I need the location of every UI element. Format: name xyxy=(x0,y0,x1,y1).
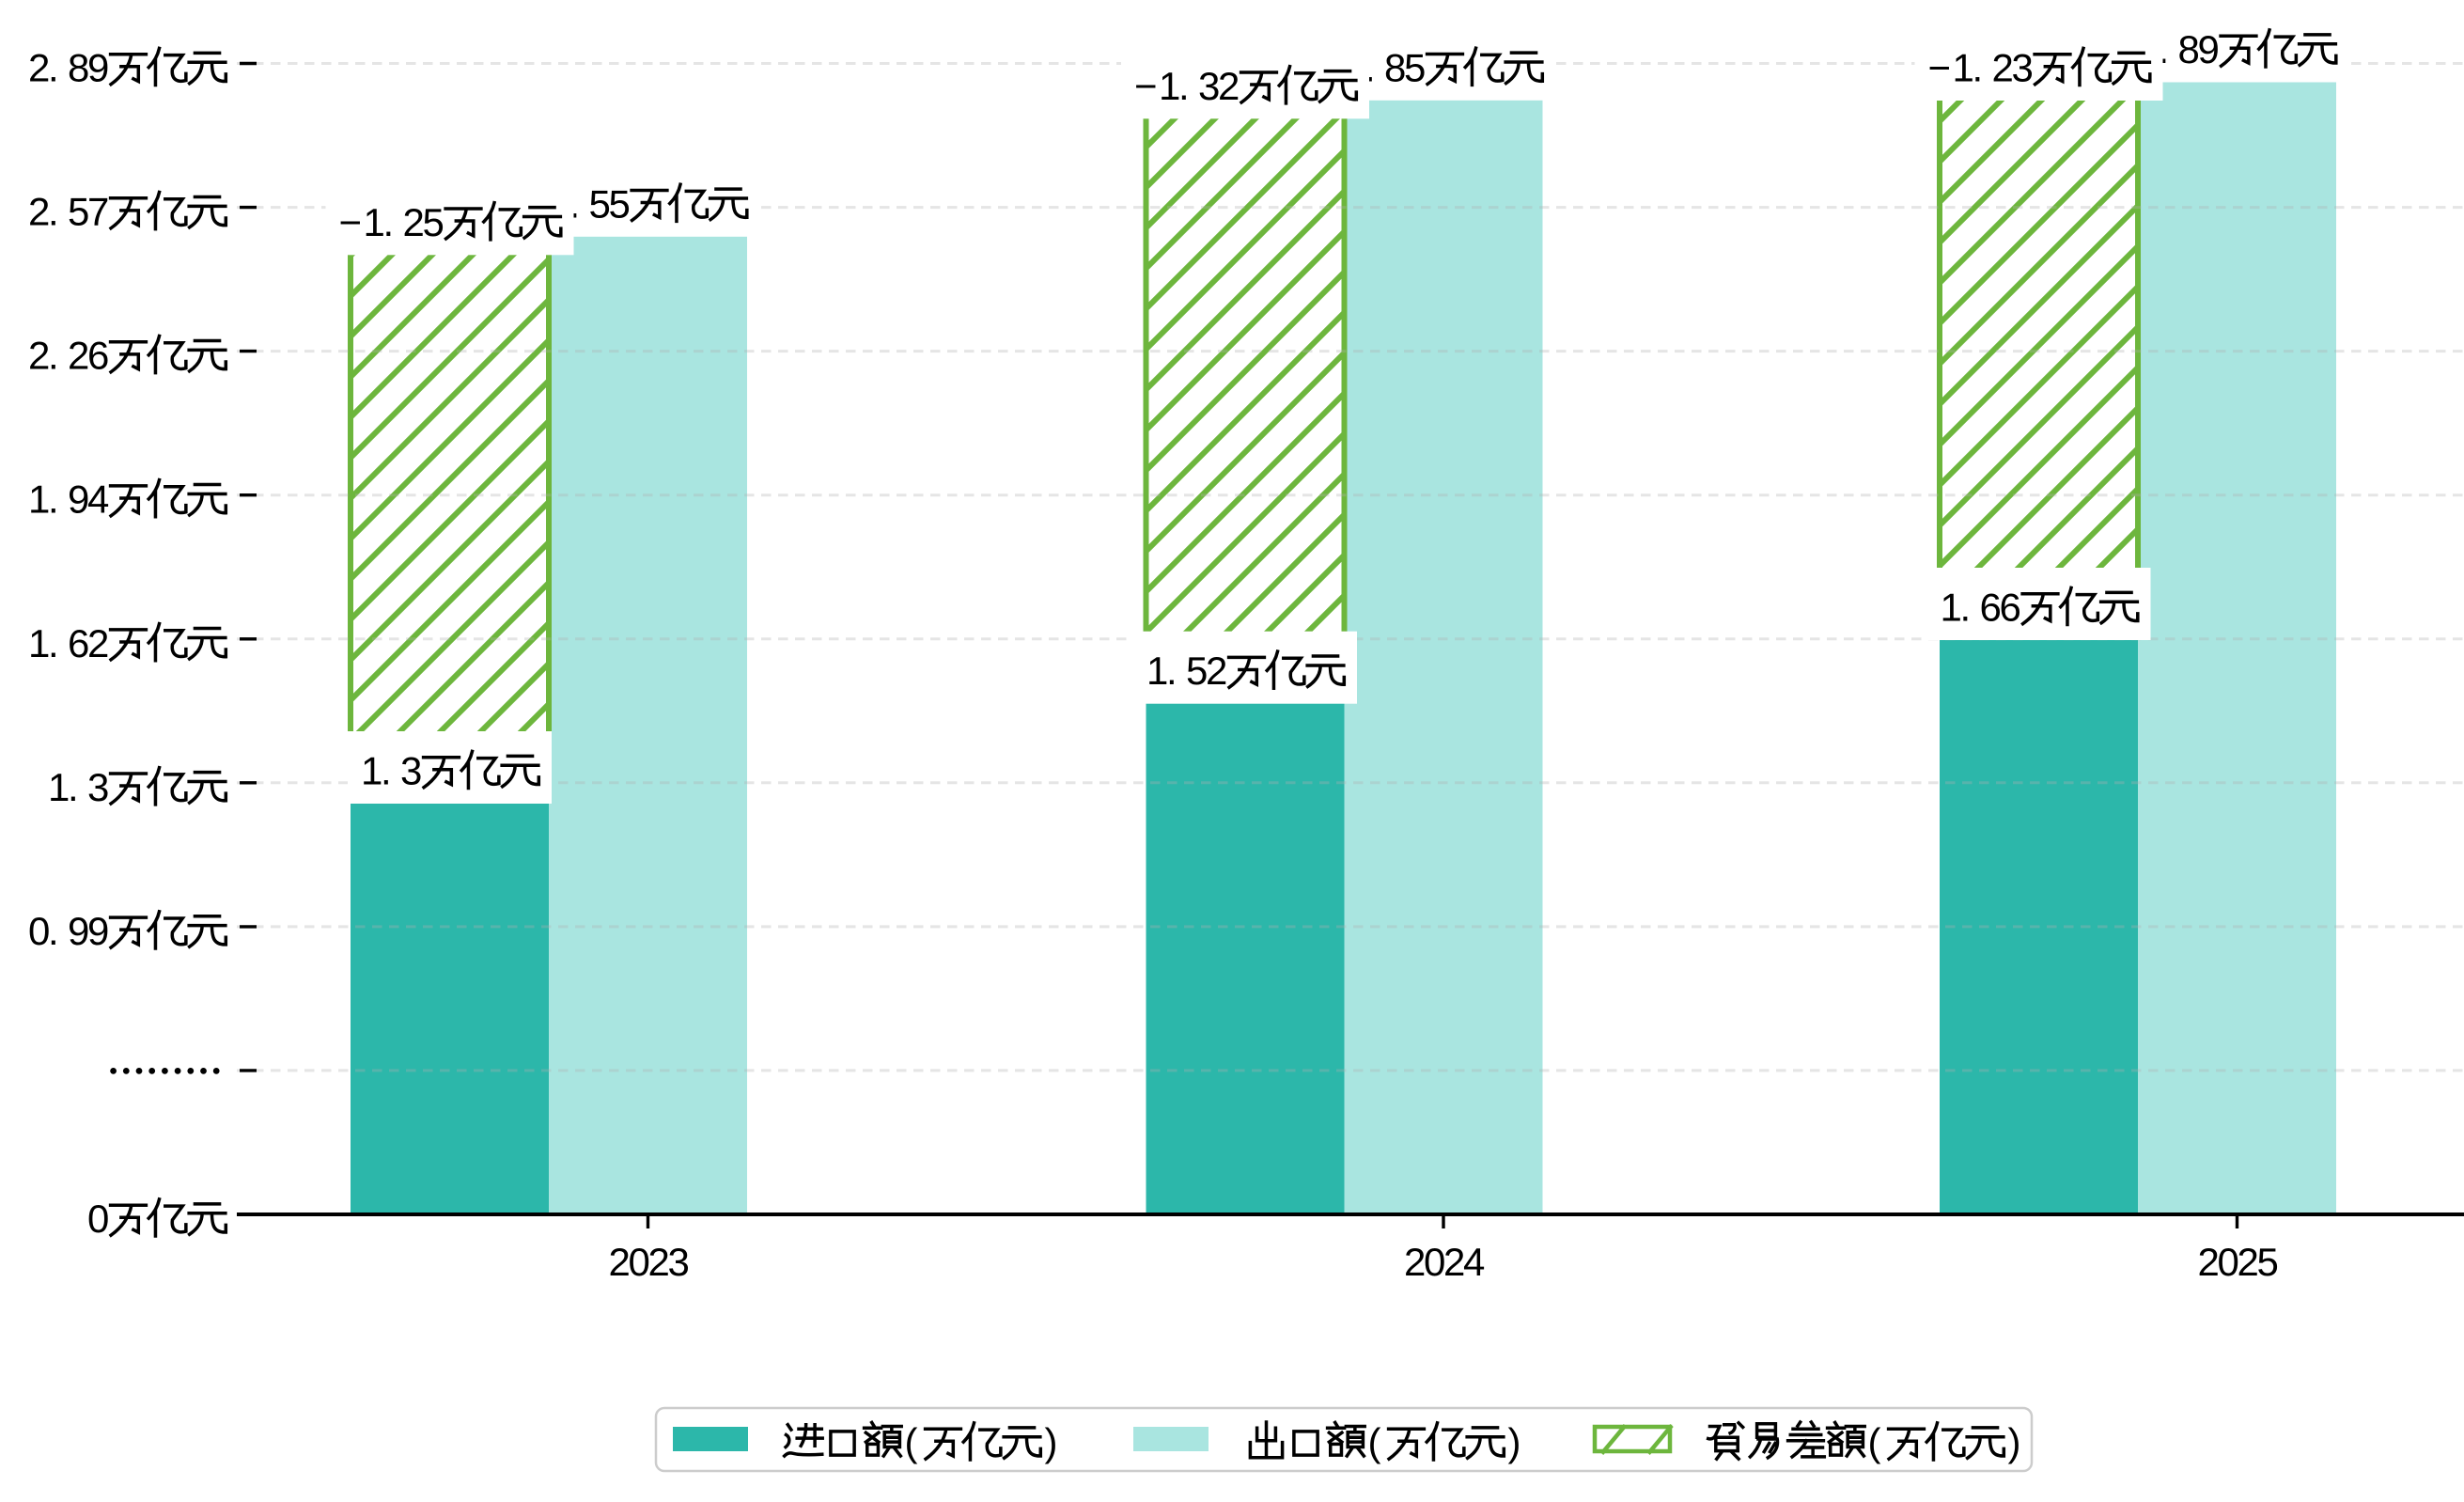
svg-text:1.94: 1.94 xyxy=(28,477,109,522)
svg-text:2.57: 2.57 xyxy=(28,190,109,234)
svg-text:2023: 2023 xyxy=(609,1240,690,1284)
svg-text:2.89: 2.89 xyxy=(28,46,109,90)
svg-text:2025: 2025 xyxy=(2198,1240,2279,1284)
svg-text:0: 0 xyxy=(87,1197,109,1241)
svg-text:−1.23: −1.23 xyxy=(1928,46,2034,90)
svg-text:1.52: 1.52 xyxy=(1146,649,1227,693)
svg-text:−1.25: −1.25 xyxy=(339,200,444,244)
svg-text:(: ( xyxy=(1368,1420,1381,1464)
svg-text:2024: 2024 xyxy=(1404,1240,1485,1284)
svg-text:0.99: 0.99 xyxy=(28,909,109,953)
svg-text:1.66: 1.66 xyxy=(1941,586,2021,630)
svg-text:(: ( xyxy=(1868,1420,1881,1464)
svg-text:): ) xyxy=(1045,1420,1058,1464)
svg-text:1.62: 1.62 xyxy=(28,621,109,665)
svg-text:): ) xyxy=(1508,1420,1521,1464)
svg-text:): ) xyxy=(2008,1420,2021,1464)
svg-text:2.26: 2.26 xyxy=(28,334,109,378)
svg-text:−1.32: −1.32 xyxy=(1134,64,1240,108)
svg-text:(: ( xyxy=(905,1420,918,1464)
